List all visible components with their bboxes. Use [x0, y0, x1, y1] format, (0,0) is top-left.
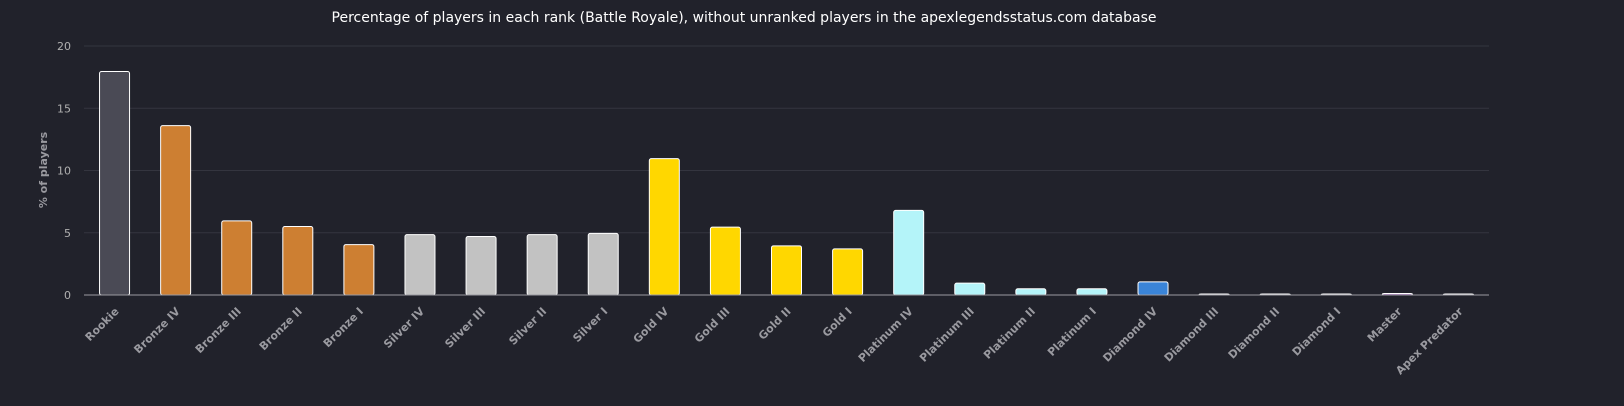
bar-gold-iv: [648, 158, 680, 296]
bars: [99, 71, 1474, 296]
bar-silver-iv: [404, 234, 436, 296]
x-tick-label: Platinum II: [981, 305, 1038, 362]
x-tick-label: Diamond I: [1290, 305, 1344, 359]
x-tick-label: Gold III: [692, 305, 733, 346]
x-tick-label: Platinum IV: [856, 305, 916, 365]
bar-platinum-iv: [893, 209, 925, 296]
bar-gold-ii: [771, 245, 802, 296]
x-tick-label: Diamond IV: [1100, 305, 1160, 365]
gridlines: [84, 45, 1489, 234]
chart-title: Percentage of players in each rank (Batt…: [332, 10, 1157, 26]
x-tick-label: Bronze III: [193, 305, 244, 356]
bar-bronze-ii: [282, 226, 314, 296]
y-tick-label: 10: [57, 165, 71, 178]
bar-rookie: [99, 71, 131, 296]
x-axis-ticks: Rookie Bronze IV Bronze III Bronze II Bronze…: [83, 305, 1466, 378]
bar-bronze-iii: [221, 220, 253, 296]
x-tick-label: Rookie: [83, 305, 122, 344]
y-axis-title: % of players: [37, 131, 50, 208]
bar-bronze-iv: [160, 125, 192, 296]
bar-gold-i: [832, 248, 864, 296]
x-tick-label: Platinum I: [1045, 305, 1099, 359]
x-tick-label: Diamond III: [1162, 305, 1222, 365]
x-tick-label: Diamond II: [1226, 305, 1283, 362]
bar-bronze-i: [343, 244, 375, 296]
bar-silver-ii: [526, 234, 558, 296]
y-tick-label: 0: [64, 289, 71, 302]
x-tick-label: Silver III: [442, 305, 488, 351]
bar-platinum-iii: [954, 282, 986, 296]
bar-platinum-i: [1076, 288, 1108, 296]
y-tick-label: 15: [57, 102, 71, 115]
x-tick-label: Apex Predator: [1393, 305, 1466, 378]
y-axis-ticks: 0 5 10 15 20: [57, 40, 71, 302]
x-tick-label: Bronze IV: [131, 305, 183, 357]
bar-gold-iii: [709, 226, 741, 296]
bar-silver-iii: [465, 235, 497, 296]
x-tick-label: Gold II: [756, 305, 794, 343]
x-tick-label: Master: [1365, 305, 1405, 345]
y-tick-label: 5: [64, 227, 71, 240]
x-tick-label: Bronze I: [321, 305, 366, 350]
bar-platinum-ii: [1015, 288, 1047, 296]
x-tick-label: Silver IV: [381, 305, 427, 351]
x-tick-label: Platinum III: [917, 305, 977, 365]
x-tick-label: Gold I: [820, 305, 855, 340]
bar-diamond-iv: [1137, 281, 1169, 296]
y-tick-label: 20: [57, 40, 71, 53]
x-tick-label: Gold IV: [631, 305, 672, 346]
x-tick-label: Silver II: [506, 305, 549, 348]
x-tick-label: Bronze II: [257, 305, 305, 353]
bar-silver-i: [587, 232, 619, 296]
x-tick-label: Silver I: [570, 305, 610, 345]
